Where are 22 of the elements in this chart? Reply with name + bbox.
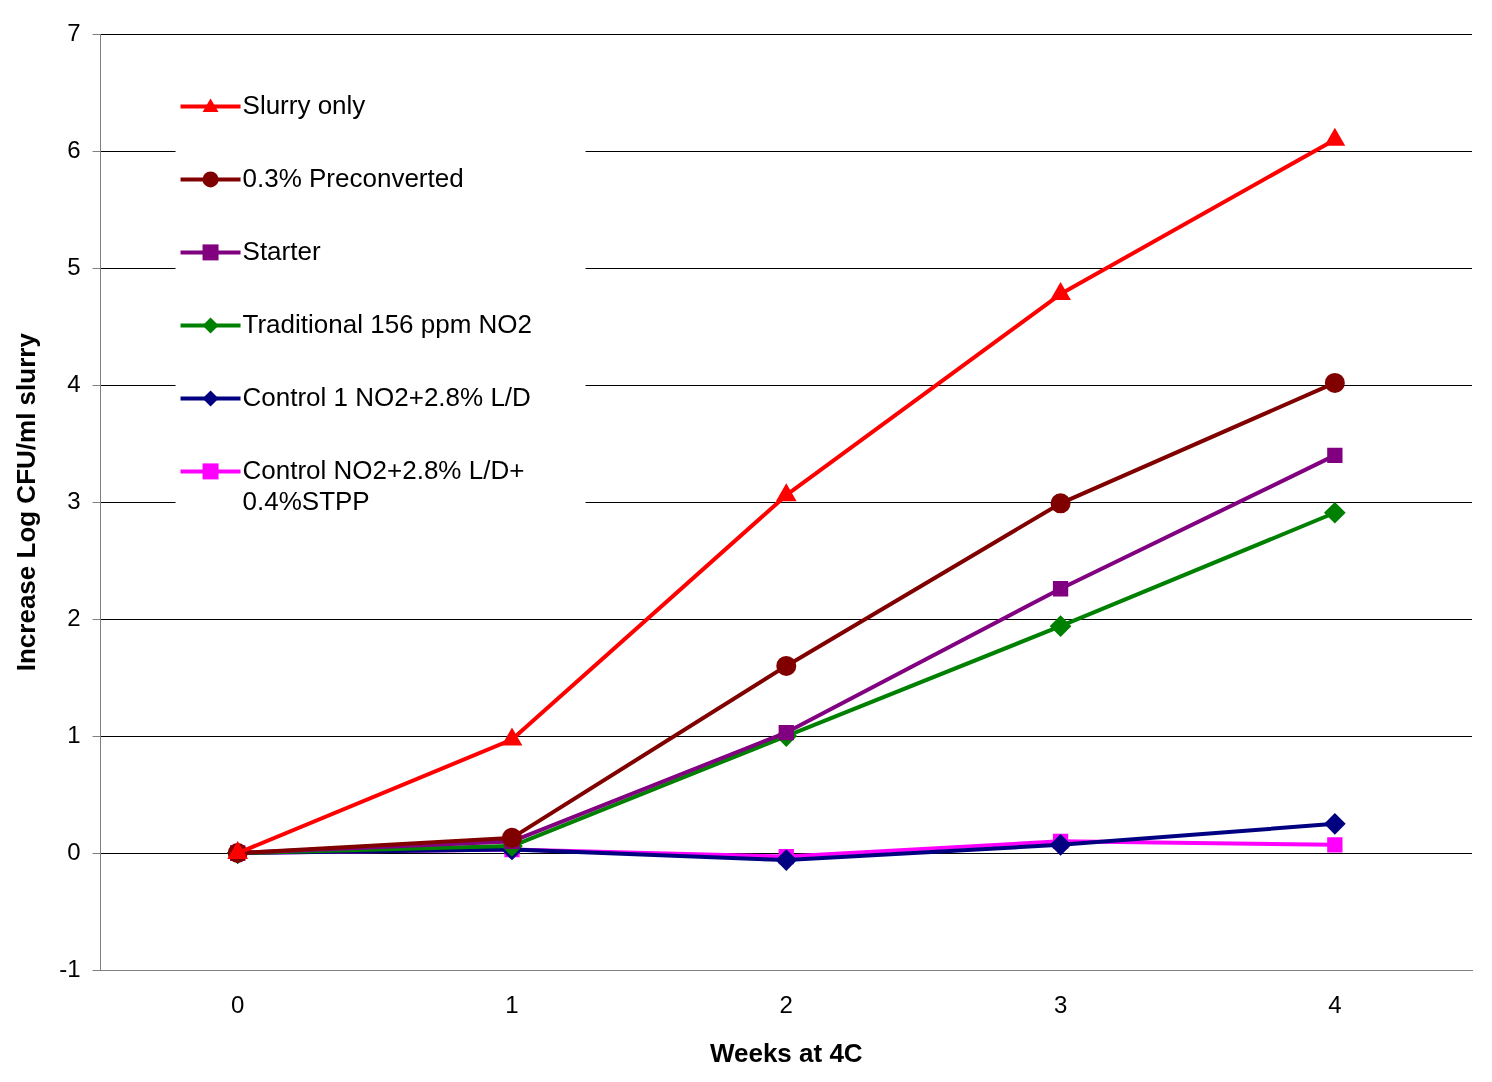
y-tick-label: 6 <box>67 135 81 163</box>
y-tick-label: -1 <box>59 954 81 982</box>
y-tick-label: 0 <box>67 837 81 865</box>
y-tick-label: 5 <box>67 252 81 280</box>
x-tick-label: 4 <box>1328 991 1342 1019</box>
legend-label: Traditional 156 ppm NO2 <box>242 308 533 339</box>
x-tick-label: 1 <box>505 991 519 1019</box>
x-tick-label: 2 <box>779 991 793 1019</box>
y-tick-label: 3 <box>67 486 81 514</box>
y-axis-title: Increase Log CFU/ml slurry <box>10 332 41 672</box>
y-tick-label: 2 <box>67 603 81 631</box>
y-tick-label: 7 <box>67 19 81 47</box>
x-axis-title: Weeks at 4C <box>709 1037 863 1068</box>
y-tick-label: 1 <box>67 720 81 748</box>
legend-label: 0.3% Preconverted <box>242 162 464 193</box>
legend-label: Slurry only <box>242 89 366 120</box>
legend-label: Starter <box>242 235 321 266</box>
x-tick-label: 0 <box>231 991 245 1019</box>
legend-label: Control NO2+2.8% L/D+ 0.4%STPP <box>242 454 525 516</box>
legend-label: Control 1 NO2+2.8% L/D <box>242 381 531 412</box>
y-tick-label: 4 <box>67 369 81 397</box>
x-tick-label: 3 <box>1053 991 1068 1019</box>
